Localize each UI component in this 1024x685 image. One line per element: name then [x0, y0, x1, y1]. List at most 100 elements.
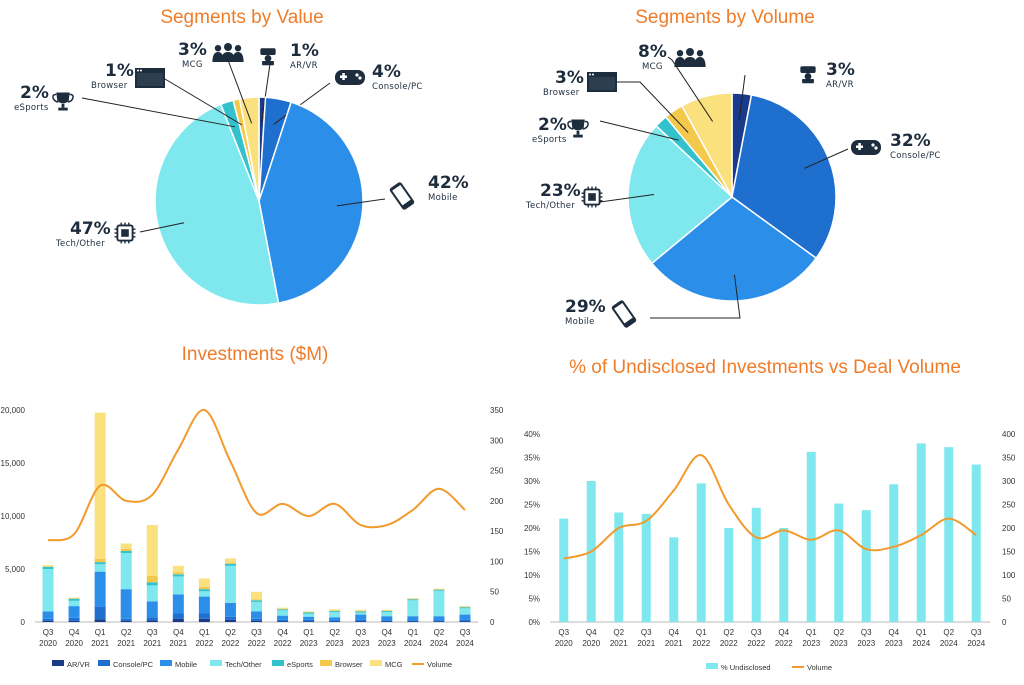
people-icon — [212, 43, 244, 62]
y-tick-label: 5,000 — [5, 565, 26, 574]
inv-bar-esports — [42, 566, 54, 569]
volume-pie-title: Segments by Volume — [635, 7, 815, 28]
y2-tick-label: 350 — [1002, 454, 1016, 463]
y2-tick-label: 0 — [490, 618, 495, 627]
inv-bar-mcg — [146, 525, 158, 576]
inv-bar-mcg — [407, 598, 419, 599]
inv-bar-techother — [42, 569, 54, 612]
pievalue-slice-mobile — [258, 101, 364, 305]
y-tick-label: 35% — [524, 454, 540, 463]
slice-percent: 3% — [555, 68, 584, 88]
trophy-icon — [567, 119, 589, 138]
inv-bar-techother — [251, 601, 262, 612]
inv-bar-techother — [146, 585, 158, 602]
x-tick-label: Q3 — [460, 628, 471, 637]
inv-bar-arvr — [198, 618, 210, 622]
chip-icon — [114, 222, 136, 244]
inv-bar-mobile — [433, 616, 445, 621]
gamepad-icon — [851, 140, 881, 155]
legend-label: Browser — [335, 660, 363, 669]
x-tick-label: Q3 — [641, 628, 652, 637]
x-tick-label: Q3 — [971, 628, 982, 637]
x-tick-label: Q4 — [381, 628, 392, 637]
x-tick-label: Q3 — [558, 628, 569, 637]
slice-percent: 23% — [540, 181, 581, 201]
x-tick-label: Q4 — [778, 628, 789, 637]
inv-bar-techother — [224, 565, 236, 603]
y-tick-label: 10,000 — [1, 512, 26, 521]
y-tick-label: 25% — [524, 501, 540, 510]
inv-bar-mobile — [277, 615, 289, 620]
slice-percent: 2% — [538, 115, 567, 135]
x-tick-label: 2021 — [610, 639, 628, 648]
y2-tick-label: 350 — [490, 406, 504, 415]
inv-bar-mcg — [459, 606, 471, 607]
x-tick-label: Q4 — [69, 628, 80, 637]
inv-bar-esports — [277, 609, 289, 611]
inv-bar-mobile — [120, 589, 132, 619]
x-tick-label: 2022 — [692, 639, 710, 648]
slice-percent: 3% — [178, 40, 207, 60]
inv-bar-esports — [94, 562, 106, 565]
slice-label: Console/PC — [372, 82, 423, 92]
x-tick-label: 2024 — [940, 639, 958, 648]
inv-volume-line — [47, 409, 466, 542]
pievalue-slice-techother — [154, 103, 280, 306]
browser-icon — [587, 72, 617, 92]
und-bar-undisclosed — [834, 503, 844, 622]
y-tick-label: 20,000 — [1, 406, 26, 415]
x-tick-label: Q4 — [668, 628, 679, 637]
x-tick-label: Q1 — [408, 628, 419, 637]
slice-label: MCG — [642, 62, 663, 72]
leader-line — [738, 74, 746, 120]
leader-line — [667, 56, 714, 122]
inv-bar-techother — [303, 613, 315, 617]
leader-line — [164, 78, 243, 126]
inv-bar-consolepc — [303, 619, 315, 622]
leader-line — [616, 81, 689, 133]
gamepad-icon — [335, 70, 365, 85]
inv-bar-arvr — [42, 620, 54, 622]
x-tick-label: 2022 — [248, 639, 266, 648]
inv-bar-esports — [355, 611, 367, 613]
y-tick-label: 5% — [528, 595, 540, 604]
inv-bar-arvr — [120, 620, 132, 622]
inv-bar-arvr — [381, 621, 393, 622]
und-bar-undisclosed — [971, 464, 981, 622]
inv-bar-browser — [224, 562, 236, 564]
x-tick-label: 2022 — [222, 639, 240, 648]
inv-bar-esports — [198, 589, 210, 592]
leader-line — [273, 82, 331, 125]
inv-bar-consolepc — [120, 618, 132, 621]
inv-bar-mobile — [407, 616, 419, 621]
y2-tick-label: 200 — [490, 497, 504, 506]
x-tick-label: 2021 — [637, 639, 655, 648]
inv-bar-arvr — [224, 619, 236, 622]
inv-bar-techother — [198, 591, 210, 597]
legend-label: Tech/Other — [225, 660, 262, 669]
slice-percent: 29% — [565, 297, 606, 317]
y-tick-label: 15,000 — [1, 459, 26, 468]
inv-bar-consolepc — [251, 618, 262, 621]
investments-chart-title: Investments ($M) — [181, 344, 329, 365]
inv-bar-arvr — [329, 621, 341, 622]
inv-bar-arvr — [277, 621, 289, 622]
inv-bar-browser — [277, 608, 289, 610]
legend-swatch — [272, 660, 284, 666]
slice-label: eSports — [532, 135, 567, 145]
inv-bar-esports — [407, 599, 419, 601]
leader-line — [260, 63, 271, 124]
phone-icon — [611, 300, 637, 328]
slice-label: Tech/Other — [55, 239, 105, 249]
inv-bar-arvr — [355, 621, 367, 622]
x-tick-label: Q2 — [613, 628, 624, 637]
x-tick-label: Q2 — [121, 628, 132, 637]
inv-bar-mobile — [329, 617, 341, 621]
x-tick-label: 2023 — [802, 639, 820, 648]
x-tick-label: Q2 — [833, 628, 844, 637]
slice-percent: 42% — [428, 173, 469, 193]
x-tick-label: 2021 — [169, 639, 187, 648]
x-tick-label: 2024 — [456, 639, 474, 648]
pievalue-slice-mcg — [238, 96, 260, 202]
vr-headset-icon — [260, 48, 276, 66]
